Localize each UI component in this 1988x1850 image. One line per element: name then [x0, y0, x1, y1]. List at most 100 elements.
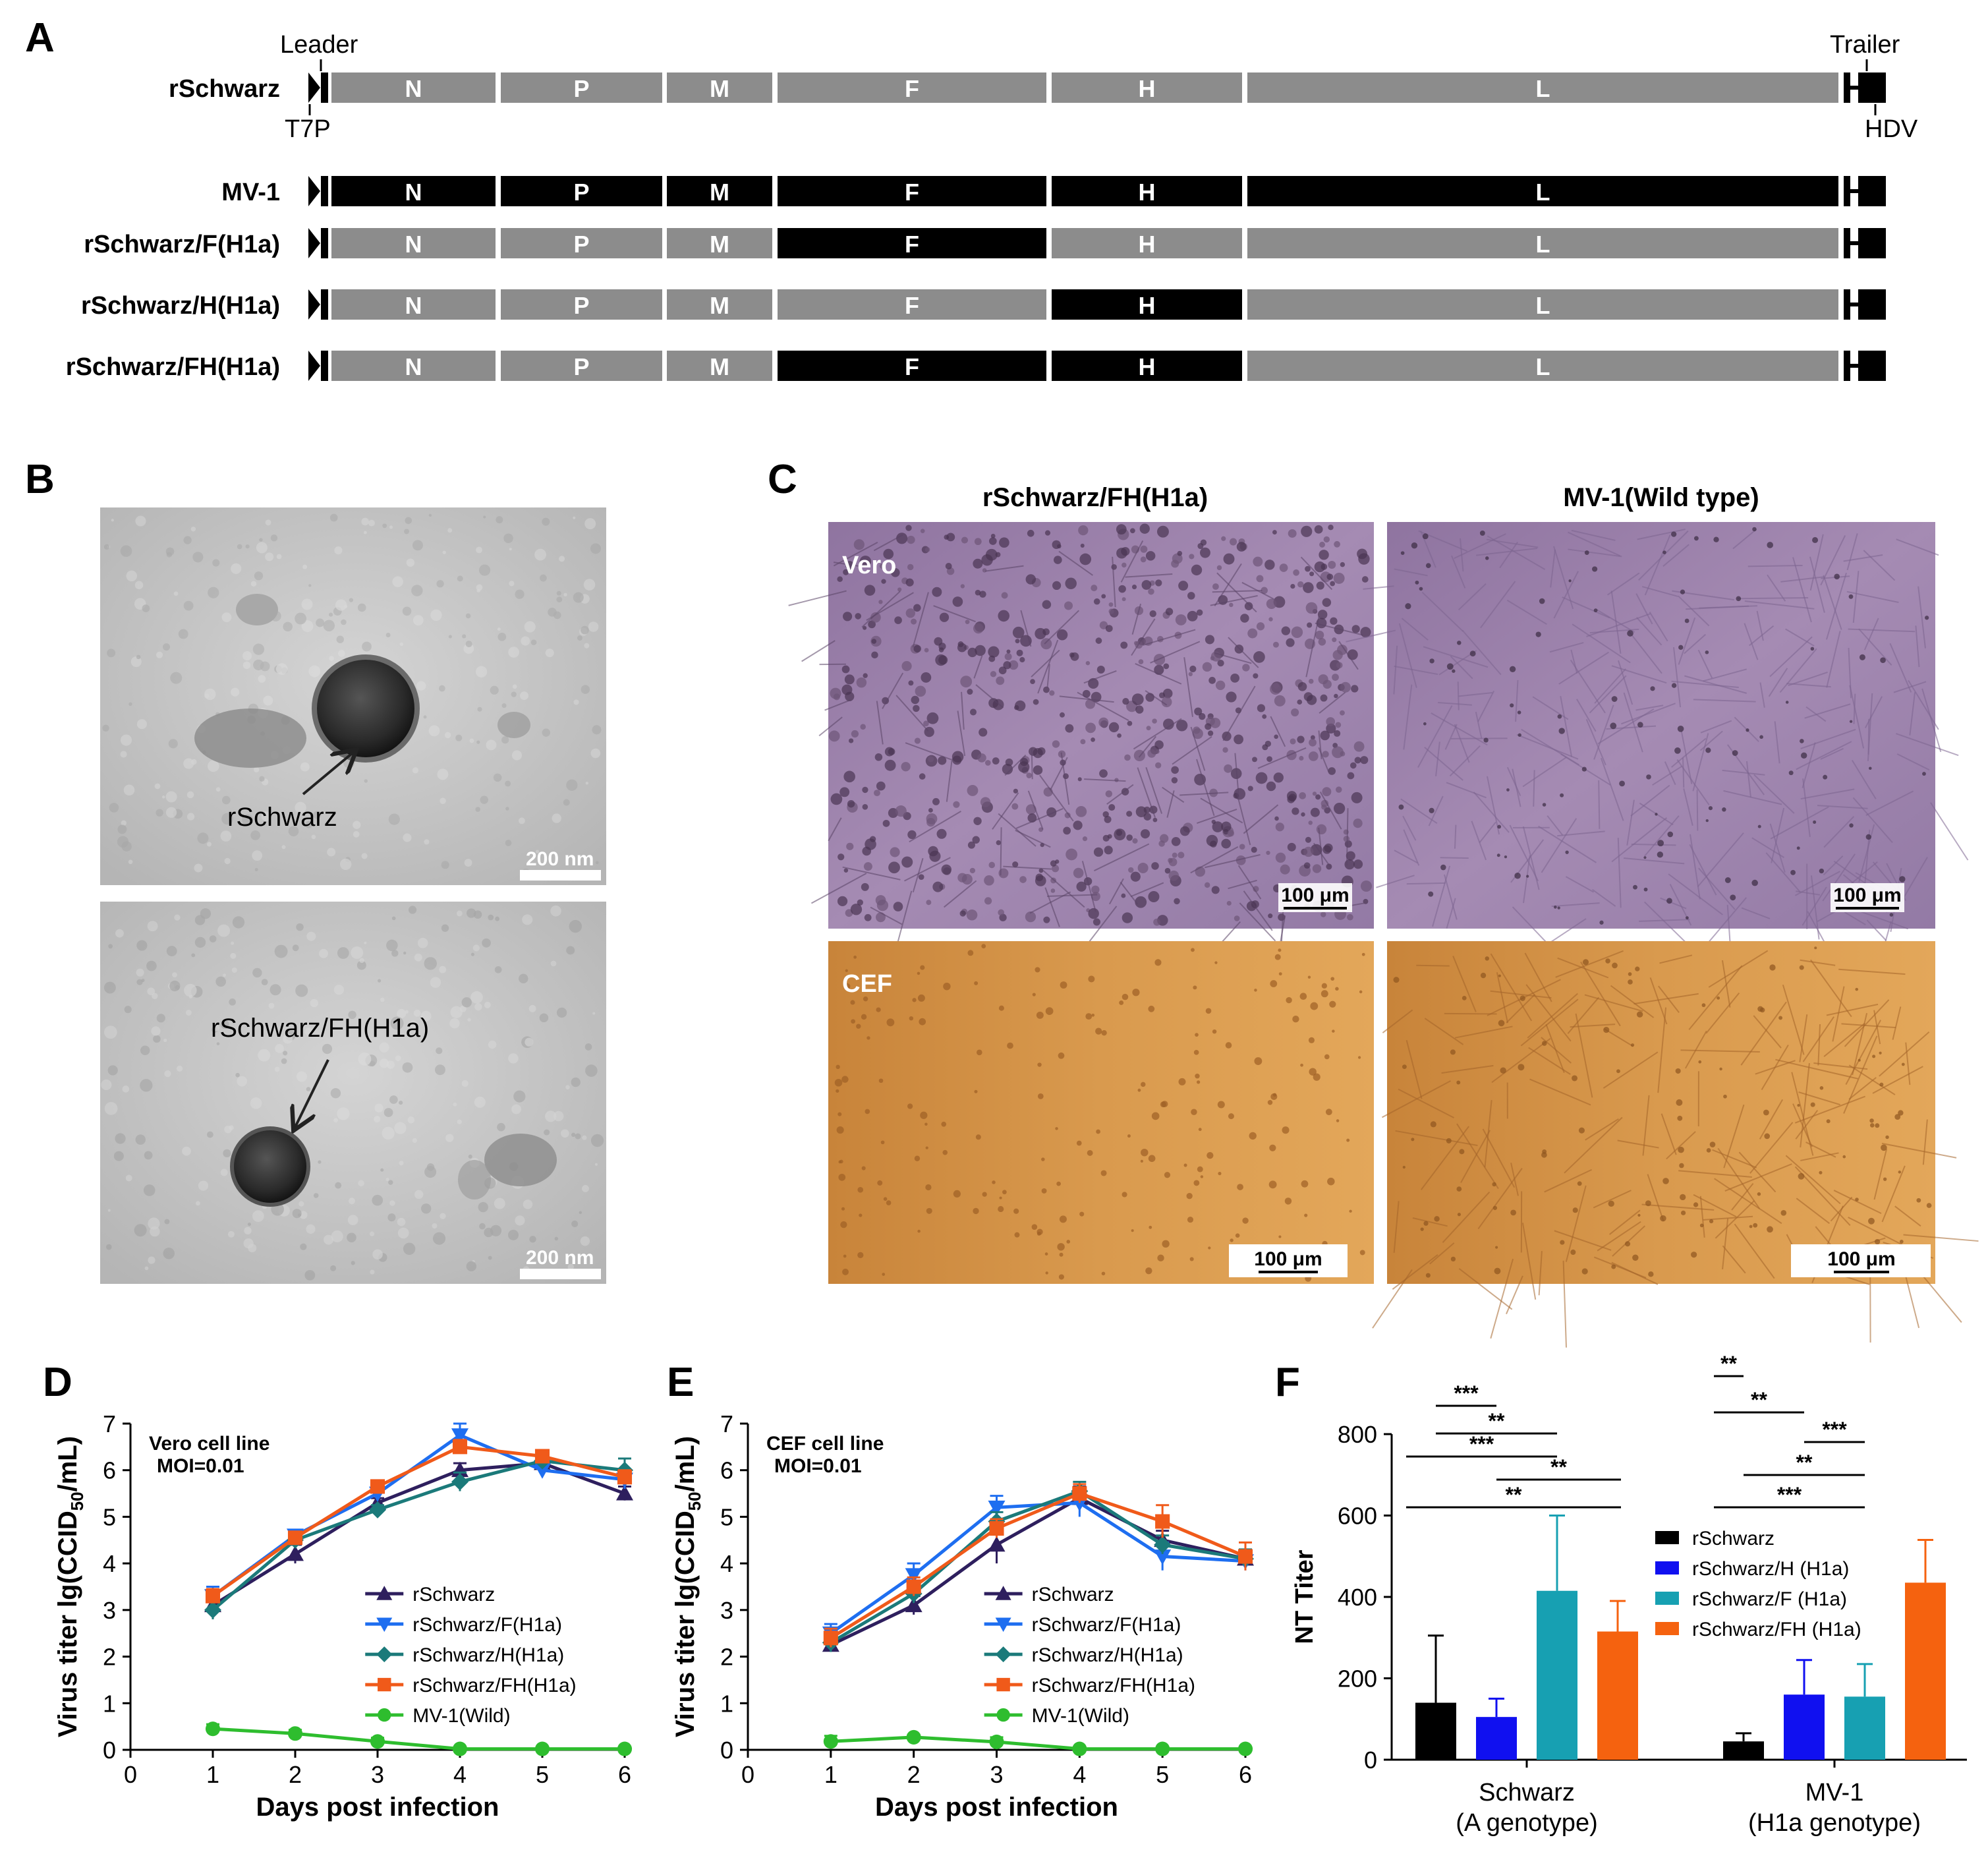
data-point — [989, 1734, 1004, 1750]
texture-mark — [1422, 533, 1429, 540]
texture-mark — [1321, 983, 1327, 989]
texture-mark — [1678, 645, 1684, 650]
texture-mark — [195, 1201, 200, 1206]
texture-mark — [1810, 1102, 1815, 1107]
texture-mark — [1538, 825, 1597, 863]
texture-mark — [1340, 710, 1345, 716]
gene-segment — [1052, 176, 1242, 206]
texture-mark — [1326, 717, 1336, 726]
texture-mark — [1624, 1241, 1631, 1247]
linker — [1850, 303, 1858, 306]
texture-mark — [358, 1180, 364, 1187]
significance-label: ** — [1720, 1352, 1737, 1375]
texture-mark — [914, 737, 921, 744]
t7p-label: T7P — [285, 115, 331, 143]
texture-mark — [1328, 561, 1336, 569]
texture-mark — [905, 742, 951, 761]
texture-mark — [1557, 714, 1562, 719]
texture-mark — [1361, 952, 1365, 956]
y-tick-label: 3 — [103, 1597, 116, 1624]
data-point — [534, 1741, 550, 1756]
texture-mark — [232, 916, 245, 929]
texture-mark — [1328, 767, 1336, 775]
texture-mark — [1441, 1064, 1494, 1074]
texture-mark — [590, 748, 601, 759]
texture-mark — [1450, 1256, 1456, 1262]
texture-mark — [1908, 679, 1939, 730]
texture-mark — [1322, 598, 1332, 607]
texture-mark — [1677, 726, 1684, 732]
texture-mark — [166, 552, 172, 558]
texture-mark — [1131, 603, 1142, 635]
texture-mark — [1316, 581, 1324, 590]
texture-mark — [281, 667, 288, 674]
texture-mark — [1881, 1144, 1887, 1151]
texture-mark — [382, 523, 387, 529]
texture-mark — [1008, 660, 1019, 670]
data-point — [452, 1741, 468, 1756]
texture-mark — [1305, 616, 1320, 678]
texture-mark — [322, 1043, 333, 1055]
legend-label: MV-1(Wild) — [1032, 1705, 1129, 1727]
texture-mark — [1892, 1006, 1902, 1040]
texture-mark — [1334, 693, 1338, 699]
texture-mark — [1037, 1062, 1042, 1067]
texture-mark — [382, 1126, 395, 1140]
texture-mark — [511, 1104, 521, 1114]
texture-mark — [1774, 721, 1780, 764]
texture-mark — [391, 916, 396, 921]
texture-mark — [1771, 807, 1785, 863]
x-tick-label: 3 — [990, 1761, 1003, 1788]
texture-mark — [135, 1134, 146, 1145]
scalebar-label: 100 μm — [1254, 1248, 1322, 1270]
texture-mark — [1204, 882, 1210, 888]
data-point — [988, 1536, 1006, 1552]
texture-mark — [1147, 749, 1156, 758]
y-axis-title: NT Titer — [1291, 1549, 1319, 1644]
texture-mark — [1751, 879, 1758, 886]
texture-mark — [990, 671, 997, 678]
texture-mark — [1002, 1190, 1007, 1195]
texture-mark — [274, 1066, 280, 1072]
texture-mark — [1178, 581, 1189, 591]
texture-mark — [130, 656, 142, 668]
texture-mark — [1423, 722, 1427, 726]
texture-mark — [1930, 802, 1969, 861]
t7-promoter-mark — [308, 289, 320, 320]
data-point — [995, 1646, 1011, 1663]
texture-mark — [1529, 1078, 1591, 1106]
texture-mark — [1332, 650, 1343, 660]
texture-mark — [1398, 804, 1404, 810]
texture-mark — [386, 1060, 395, 1069]
trailer-mark — [1844, 289, 1850, 320]
texture-mark — [497, 633, 507, 641]
texture-mark — [1303, 862, 1311, 869]
texture-mark — [278, 1205, 290, 1217]
texture-mark — [1059, 1252, 1064, 1257]
texture-mark — [1462, 629, 1502, 676]
texture-mark — [1819, 1171, 1823, 1174]
texture-mark — [1757, 824, 1761, 828]
texture-mark — [300, 762, 310, 772]
gene-label: F — [905, 179, 919, 206]
texture-mark — [1571, 529, 1616, 541]
texture-mark — [1496, 853, 1500, 857]
texture-mark — [1555, 950, 1624, 978]
texture-mark — [1619, 780, 1625, 787]
texture-mark — [519, 973, 528, 984]
texture-mark — [1800, 1152, 1839, 1161]
texture-mark — [932, 797, 940, 805]
texture-mark — [1719, 1067, 1722, 1071]
texture-mark — [1172, 852, 1178, 858]
texture-mark — [128, 702, 132, 707]
texture-mark — [1924, 616, 1929, 620]
texture-mark — [389, 1200, 395, 1206]
texture-mark — [559, 556, 565, 562]
gene-label: F — [905, 75, 919, 102]
texture-mark — [1108, 608, 1114, 614]
texture-mark — [1660, 1215, 1666, 1222]
y-tick-label: 0 — [1364, 1747, 1377, 1774]
texture-mark — [1325, 1109, 1332, 1116]
arrow-top — [302, 751, 355, 795]
texture-mark — [828, 817, 842, 842]
